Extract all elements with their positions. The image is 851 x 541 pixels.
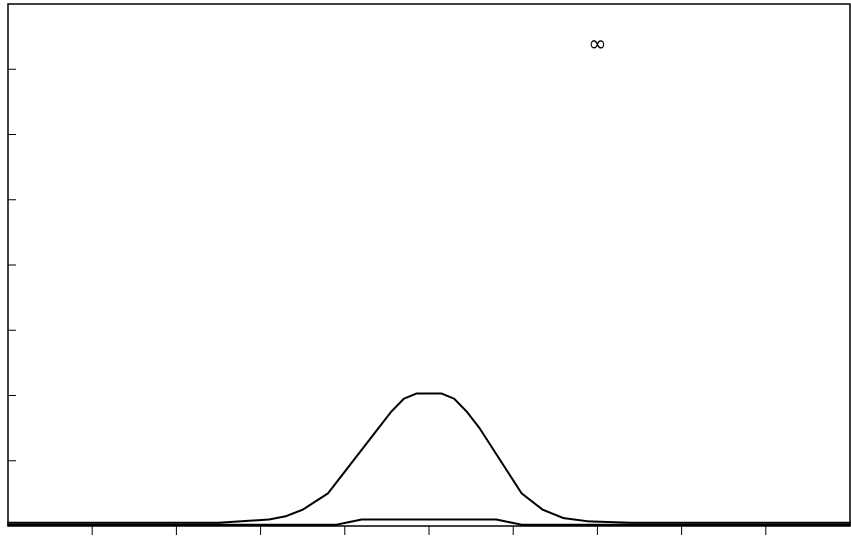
series-line-1 bbox=[7, 392, 851, 524]
infinity-annotation: ∞ bbox=[588, 32, 606, 57]
series-group bbox=[7, 392, 851, 526]
plot-frame bbox=[7, 3, 851, 527]
y-axis-ticks bbox=[8, 68, 16, 462]
x-axis-ticks bbox=[91, 526, 767, 535]
series-line-2 bbox=[7, 518, 851, 526]
